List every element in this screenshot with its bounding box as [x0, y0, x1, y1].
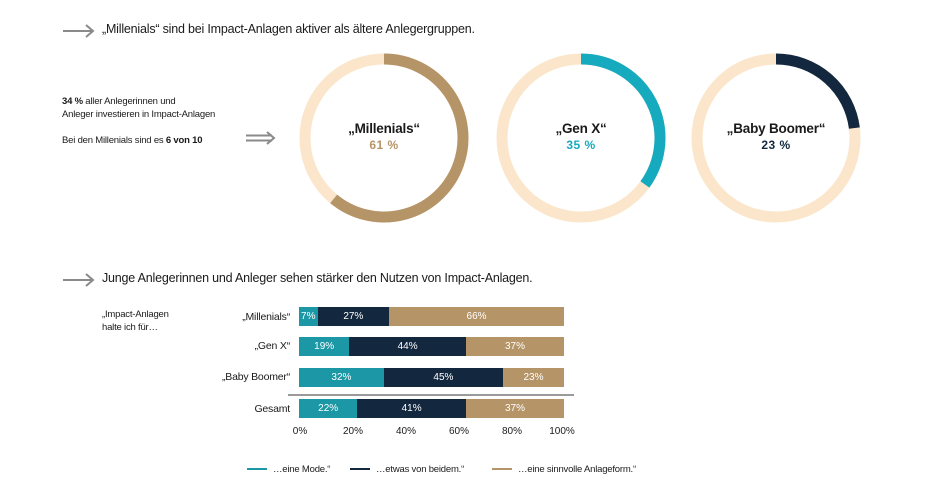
bar-value-label: 19% — [314, 341, 335, 352]
donut-value: 35 % — [566, 138, 596, 152]
stat-text: 34 % aller Anlegerinnen und Anleger inve… — [62, 95, 215, 121]
section1-heading: „Millenials“ sind bei Impact-Anlagen akt… — [102, 22, 475, 36]
bar-segment: 22% — [299, 399, 358, 418]
donut-value: 23 % — [761, 138, 791, 152]
stat-line1: aller Anlegerinnen und — [82, 96, 176, 107]
donut-value: 61 % — [369, 138, 399, 152]
bar-segment: 7% — [299, 307, 318, 326]
bar-segment: 27% — [317, 307, 390, 326]
section2-heading: Junge Anlegerinnen und Anleger sehen stä… — [102, 271, 533, 285]
question-label: „Impact-Anlagen halte ich für… — [102, 308, 169, 334]
bar-segment: 37% — [465, 399, 564, 418]
bar-segment: 37% — [465, 337, 564, 356]
bar-value-label: 7% — [301, 311, 316, 322]
donut-label-millenials: „Millenials“ 61 % — [294, 121, 474, 152]
donut-arc — [580, 53, 666, 188]
x-tick-label: 60% — [448, 426, 470, 437]
bar-category-label: „Millenials“ — [242, 311, 290, 323]
note-bold: 6 von 10 — [165, 135, 203, 146]
legend-item-mode: …eine Mode.“ — [247, 464, 330, 475]
donut-arc — [775, 53, 860, 129]
legend-label: …eine Mode.“ — [273, 464, 331, 475]
donut-name: „Gen X“ — [555, 121, 607, 136]
question-line1: „Impact-Anlagen — [102, 309, 169, 320]
x-tick-label: 100% — [549, 426, 575, 437]
bar-value-label: 22% — [318, 403, 339, 414]
bar-value-label: 37% — [504, 341, 525, 352]
bar-value-label: 41% — [401, 403, 422, 414]
donut-name: „Baby Boomer“ — [726, 121, 826, 136]
arrow-right-icon — [63, 273, 95, 287]
bar-segment: 45% — [383, 368, 504, 387]
bar-segment: 23% — [503, 368, 564, 387]
legend-swatch — [492, 468, 512, 471]
bar-category-label: „Gen X“ — [254, 340, 291, 352]
x-tick-label: 40% — [395, 426, 417, 437]
arrow-right-icon — [63, 24, 95, 38]
donut-label-genx: „Gen X“ 35 % — [491, 121, 671, 152]
bar-value-label: 44% — [397, 341, 418, 352]
bar-segment: 66% — [389, 307, 564, 326]
bar-segment: 19% — [299, 337, 350, 356]
bar-value-label: 45% — [433, 372, 454, 383]
bar-value-label: 23% — [523, 372, 544, 383]
donut-name: „Millenials“ — [348, 121, 420, 136]
stat-percent: 34 % — [62, 96, 83, 107]
bar-segment: 32% — [299, 368, 384, 387]
x-tick-label: 80% — [501, 426, 523, 437]
bar-segment: 41% — [357, 399, 466, 418]
gesamt-divider — [288, 394, 574, 396]
donut-arc — [330, 53, 469, 223]
x-tick-label: 20% — [342, 426, 364, 437]
donut-charts — [299, 53, 861, 223]
stat-line2: Anleger investieren in Impact-Anlagen — [62, 109, 216, 120]
double-arrow-icon — [246, 131, 276, 145]
legend-swatch — [350, 468, 370, 471]
legend-swatch — [247, 468, 267, 471]
x-tick-label: 0% — [292, 426, 308, 437]
bar-category-label: „Baby Boomer“ — [221, 371, 290, 383]
bar-category-label: Gesamt — [254, 403, 290, 415]
note-prefix: Bei den Millenials sind es — [62, 135, 166, 146]
question-line2: halte ich für… — [102, 322, 158, 333]
bar-value-label: 37% — [504, 403, 525, 414]
bar-value-label: 66% — [466, 311, 487, 322]
bar-value-label: 32% — [331, 372, 352, 383]
bar-segment: 44% — [349, 337, 466, 356]
legend-label: …etwas von beidem.“ — [376, 464, 465, 475]
legend-item-sinnvoll: …eine sinnvolle Anlageform.“ — [492, 464, 636, 475]
bar-value-label: 27% — [343, 311, 364, 322]
legend-label: …eine sinnvolle Anlageform.“ — [518, 464, 636, 475]
millenials-note: Bei den Millenials sind es 6 von 10 — [62, 134, 203, 147]
legend-item-beides: …etwas von beidem.“ — [350, 464, 464, 475]
donut-label-babyboomer: „Baby Boomer“ 23 % — [686, 121, 866, 152]
